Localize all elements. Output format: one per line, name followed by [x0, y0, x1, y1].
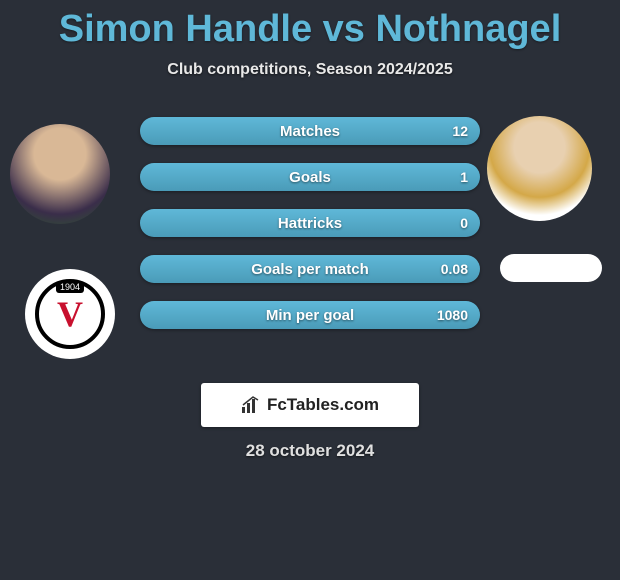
stat-label: Goals per match — [251, 261, 369, 278]
right-player-avatar — [487, 116, 592, 221]
stat-row-matches: Matches 12 — [140, 117, 480, 145]
badge-year: 1904 — [56, 281, 84, 293]
brand-text: FcTables.com — [267, 395, 379, 415]
date-text: 28 october 2024 — [0, 441, 620, 461]
stat-right-value: 12 — [452, 123, 468, 139]
stat-right-value: 0 — [460, 215, 468, 231]
stat-label: Goals — [289, 169, 331, 186]
left-player-avatar — [10, 124, 110, 224]
subtitle: Club competitions, Season 2024/2025 — [0, 61, 620, 79]
stats-area: 1904 V Matches 12 Goals 1 Hattricks 0 Go… — [0, 109, 620, 369]
stat-right-value: 1 — [460, 169, 468, 185]
stat-right-value: 1080 — [437, 307, 468, 323]
chart-icon — [241, 396, 261, 414]
page-title: Simon Handle vs Nothnagel — [0, 0, 620, 51]
stat-row-goals: Goals 1 — [140, 163, 480, 191]
stat-row-gpm: Goals per match 0.08 — [140, 255, 480, 283]
stat-label: Matches — [280, 123, 340, 140]
stat-row-hattricks: Hattricks 0 — [140, 209, 480, 237]
badge-letter: V — [57, 293, 83, 335]
stat-label: Min per goal — [266, 307, 354, 324]
left-club-badge: 1904 V — [25, 269, 115, 359]
brand-box[interactable]: FcTables.com — [201, 383, 419, 427]
right-club-badge — [500, 254, 602, 282]
stat-right-value: 0.08 — [441, 261, 468, 277]
stat-label: Hattricks — [278, 215, 342, 232]
stat-row-mpg: Min per goal 1080 — [140, 301, 480, 329]
stat-pills: Matches 12 Goals 1 Hattricks 0 Goals per… — [140, 117, 480, 347]
